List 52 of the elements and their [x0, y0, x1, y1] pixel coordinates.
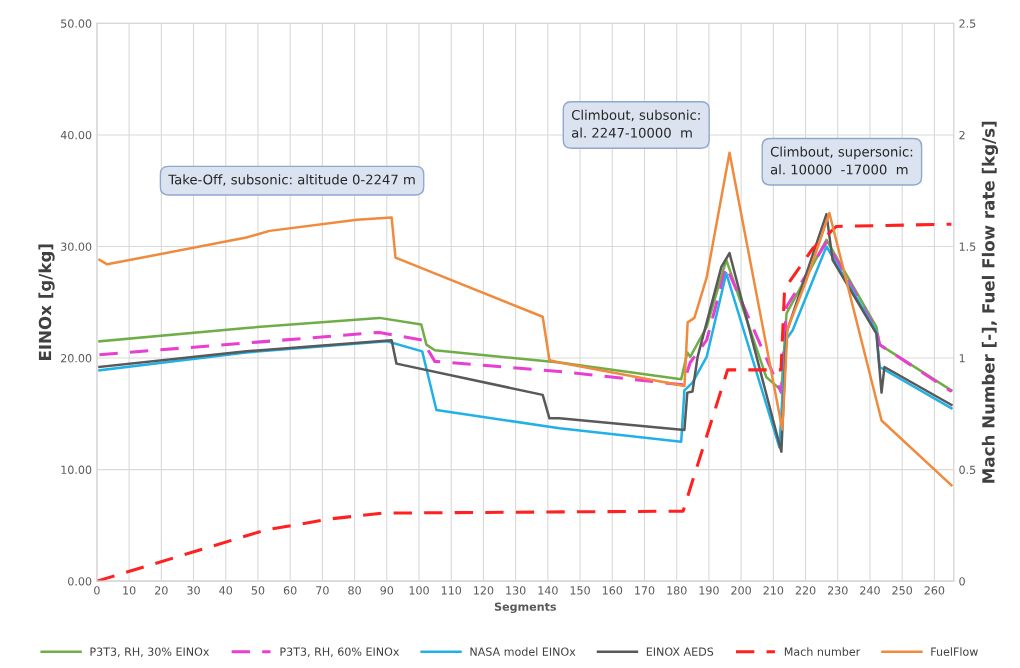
- annotation: Climbout, supersonic: al. 10000 -17000 m: [770, 146, 913, 175]
- y-tick-label: 50.00: [61, 19, 92, 28]
- x-tick-label: 80: [348, 586, 361, 595]
- y-axis-title: EINOx [g/kg]: [38, 244, 55, 360]
- x-tick-label: 140: [538, 586, 558, 595]
- y2-tick-label: 2.5: [959, 19, 976, 28]
- y2-tick-label: 0: [959, 577, 965, 586]
- legend-label: Mach number: [784, 647, 861, 656]
- y-tick-label: 10.00: [61, 465, 92, 474]
- x-tick-label: 160: [602, 586, 623, 595]
- x-tick-label: 230: [827, 586, 848, 595]
- x-tick-label: 70: [316, 586, 329, 595]
- y2-axis-title: Mach Number [-], Fuel Flow rate [kg/s]: [981, 121, 999, 483]
- legend-label: EINOX AEDS: [646, 647, 714, 656]
- x-axis-title: Segments: [494, 602, 556, 614]
- y-tick-label: 40.00: [60, 130, 92, 140]
- x-tick-label: 180: [667, 586, 687, 595]
- annotation: Take-Off, subsonic: altitude 0-2247 m: [168, 174, 415, 186]
- x-tick-label: 110: [441, 586, 462, 595]
- legend-label: NASA model EINOx: [470, 647, 576, 656]
- x-tick-label: 190: [699, 586, 719, 595]
- x-tick-label: 170: [635, 586, 655, 595]
- legend-label: P3T3, RH, 60% EINOx: [280, 647, 400, 657]
- x-tick-label: 40: [219, 586, 233, 595]
- x-tick-label: 90: [380, 586, 394, 595]
- x-tick-label: 240: [860, 586, 880, 595]
- y-tick-label: 20.00: [61, 354, 92, 363]
- y2-tick-label: 2: [959, 130, 965, 140]
- line-series: [98, 212, 953, 454]
- x-tick-label: 10: [123, 586, 136, 595]
- x-tick-label: 210: [763, 586, 784, 595]
- y2-tick-label: 0.5: [959, 465, 976, 474]
- y-tick-label: 30.00: [61, 242, 92, 251]
- x-tick-label: 260: [924, 586, 945, 595]
- x-tick-label: 50: [251, 586, 265, 595]
- x-tick-label: 200: [731, 586, 751, 595]
- x-tick-label: 0: [94, 586, 100, 595]
- x-tick-label: 150: [570, 586, 590, 595]
- x-tick-label: 220: [795, 586, 816, 595]
- x-tick-label: 130: [506, 586, 526, 595]
- x-tick-label: 120: [474, 586, 494, 595]
- x-tick-label: 30: [187, 586, 200, 595]
- x-tick-label: 250: [892, 586, 913, 595]
- legend-label: FuelFlow: [931, 647, 978, 656]
- y2-tick-label: 1: [959, 354, 965, 363]
- x-tick-label: 20: [155, 586, 168, 595]
- annotation: Climbout, subsonic: al. 2247-10000 m: [571, 109, 700, 138]
- legend-label: P3T3, RH, 30% EINOx: [90, 647, 210, 657]
- y-tick-label: 0.00: [68, 577, 92, 586]
- x-tick-label: 60: [283, 586, 297, 595]
- y2-tick-label: 1.5: [959, 242, 976, 251]
- x-tick-label: 100: [409, 586, 429, 595]
